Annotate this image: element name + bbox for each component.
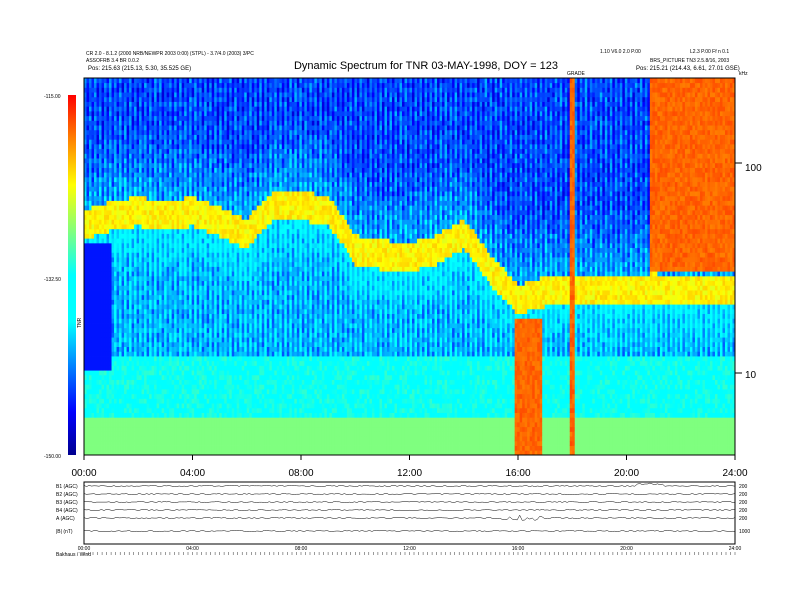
header-left-pos: Pos: 215.63 (215.13, 5.30, 35.525 GE) — [88, 66, 191, 72]
strip-label-5: |B| (nT) — [56, 529, 73, 535]
strip-label-2: B3 (AGC) — [56, 500, 78, 506]
strip-trace-3 — [84, 509, 735, 510]
header-right-line2: BRS_PICTURE TN3 2.5.8/16, 2003 — [650, 58, 729, 64]
x-tick-label-0: 00:00 — [71, 468, 96, 479]
x-tick-label-1: 04:00 — [180, 468, 205, 479]
colorbar-tick-mid: -132.50 — [44, 277, 61, 283]
header-left-line2: ASSOFRB 3.4 BR 0.0.2 — [86, 58, 139, 64]
strip-right-tick-1: 200 — [739, 492, 748, 498]
strip-x-tick-label-2: 08:00 — [295, 546, 308, 552]
chart-title: Dynamic Spectrum for TNR 03-MAY-1998, DO… — [294, 60, 558, 72]
header-left-line1: CR 2.0 - 8.1.2 (2000 NRB/NEWPR 2003 0:00… — [86, 51, 254, 57]
spectrogram-heatmap — [84, 78, 735, 455]
y-tick-label-100: 100 — [745, 163, 762, 174]
strip-minor-ticks — [84, 552, 735, 555]
strip-x-tick-label-5: 20:00 — [620, 546, 633, 552]
strip-right-tick-3: 200 — [739, 508, 748, 514]
colorbar-tick-max: -115.00 — [44, 94, 61, 100]
center-tag: GRADE — [567, 71, 585, 77]
x-axis-ticks: 00:00 04:00 08:00 12:00 16:00 20:00 24:00 — [71, 455, 747, 479]
y-tick-label-10: 10 — [745, 370, 757, 381]
strip-right-tick-2: 200 — [739, 500, 748, 506]
x-tick-label-6: 24:00 — [722, 468, 747, 479]
strip-frame — [84, 482, 735, 544]
x-tick-label-4: 16:00 — [505, 468, 530, 479]
header-right-top-a: 1.10 V6.0 2.0 P.00 — [600, 49, 641, 55]
strip-x-tick-label-6: 24:00 — [729, 546, 742, 552]
strip-right-tick-5: 1000 — [739, 529, 750, 535]
colorbar — [68, 95, 76, 455]
strip-trace-0 — [84, 483, 735, 487]
colorbar-label: TNR — [77, 317, 83, 328]
strip-right-tick-4: 200 — [739, 516, 748, 522]
x-tick-label-5: 20:00 — [614, 468, 639, 479]
strip-x-tick-label-3: 12:00 — [403, 546, 416, 552]
x-tick-label-3: 12:00 — [397, 468, 422, 479]
strip-label-3: B4 (AGC) — [56, 508, 78, 514]
strip-right-tick-0: 200 — [739, 484, 748, 490]
strip-trace-4 — [84, 515, 735, 520]
header-right-pos: Pos: 215.21 (214.43, 6.61, 27.01 GSE) — [636, 66, 740, 72]
strip-x-tick-label-4: 16:00 — [512, 546, 525, 552]
strip-trace-2 — [84, 501, 735, 502]
strip-trace-1 — [84, 493, 735, 494]
x-tick-label-2: 08:00 — [288, 468, 313, 479]
strip-label-0: B1 (AGC) — [56, 484, 78, 490]
colorbar-tick-min: -150.00 — [44, 454, 61, 460]
khz-unit-label: kHz — [739, 71, 748, 77]
strip-footer-left: Bakhaus / Wind — [56, 552, 91, 558]
header-right-top-b: L2.3 P.00 Ff n 0.1 — [690, 49, 729, 55]
strip-x-tick-label-1: 04:00 — [186, 546, 199, 552]
strip-label-1: B2 (AGC) — [56, 492, 78, 498]
strip-trace-5 — [84, 530, 735, 531]
strip-label-4: A (AGC) — [56, 516, 75, 522]
strip-panels: B1 (AGC) 200 B2 (AGC) 200 B3 (AGC) 200 B4 (AGC… — [56, 482, 750, 555]
